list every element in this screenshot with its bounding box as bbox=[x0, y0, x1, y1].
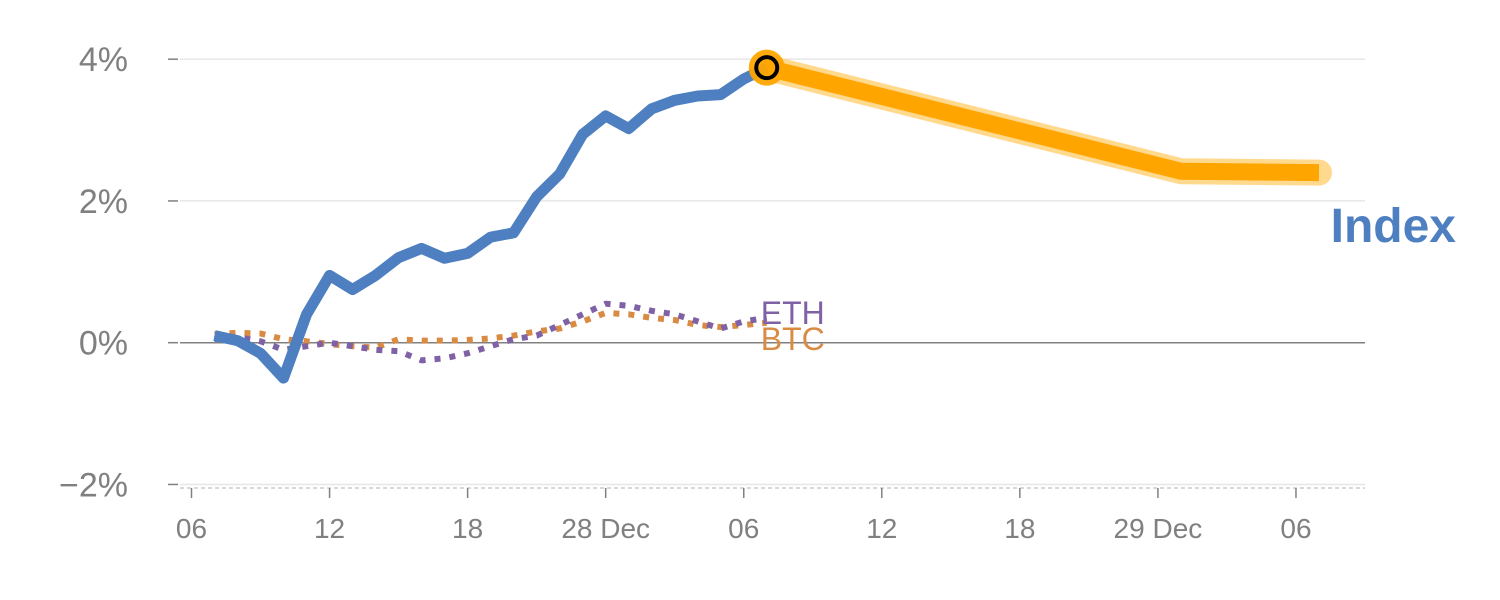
forecast-line bbox=[764, 59, 1320, 182]
y-tick-label: −2% bbox=[59, 466, 128, 504]
series-layer bbox=[213, 49, 1332, 384]
y-tick-label: 0% bbox=[79, 325, 128, 363]
y-tick-label: 4% bbox=[79, 41, 128, 79]
index-series-label: Index bbox=[1331, 200, 1457, 253]
highlight-halo bbox=[748, 49, 785, 86]
x-tick-label: 12 bbox=[866, 513, 897, 544]
x-tick-label: 06 bbox=[1280, 513, 1311, 544]
x-tick-label: 29 Dec bbox=[1114, 513, 1203, 544]
index-line bbox=[213, 62, 770, 384]
x-tick-label: 06 bbox=[176, 513, 207, 544]
x-tick-label: 12 bbox=[314, 513, 345, 544]
x-tick-label: 18 bbox=[452, 513, 483, 544]
x-tick-label: 06 bbox=[728, 513, 759, 544]
eth-series-label: ETH bbox=[761, 295, 825, 331]
btc-series-label: BTC bbox=[761, 321, 825, 357]
eth-line bbox=[214, 300, 768, 364]
highlight-point bbox=[754, 55, 780, 81]
x-tick-label: 18 bbox=[1004, 513, 1035, 544]
axis-layer: −2% 0% 2% 4% 06 12 18 28 Dec 06 12 18 29 Dec 06 bbox=[59, 41, 1365, 544]
y-tick-label: 2% bbox=[79, 183, 128, 221]
btc-line bbox=[214, 309, 767, 351]
x-tick-label: 28 Dec bbox=[561, 513, 650, 544]
grid-layer bbox=[180, 58, 1365, 486]
